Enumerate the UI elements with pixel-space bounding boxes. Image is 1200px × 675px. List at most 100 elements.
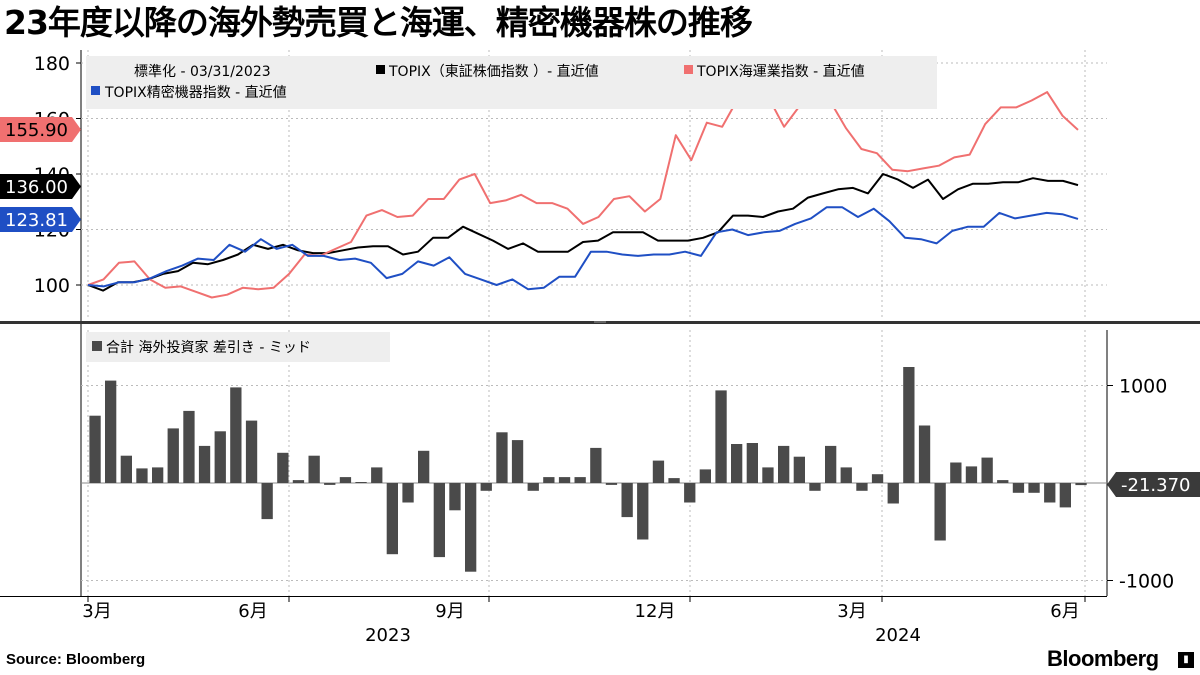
lower-y-axis: 1000 -1000	[1107, 376, 1174, 593]
bar	[402, 483, 414, 503]
bar	[230, 387, 242, 483]
bar	[183, 410, 195, 483]
bar	[292, 480, 305, 483]
brand-chart-icon: ▮	[1178, 652, 1194, 668]
bar	[418, 450, 430, 483]
bar	[918, 425, 931, 483]
bar	[527, 483, 539, 491]
y-tick-label: -1000	[1119, 571, 1174, 593]
series-line-2	[87, 206, 1079, 291]
legend-label-bars: 合計 海外投資家 差引き - ミッド	[106, 339, 311, 356]
y-tick-label: 180	[34, 53, 70, 75]
bar	[950, 462, 962, 483]
legend-swatch-bars	[92, 341, 102, 351]
bar	[120, 455, 132, 483]
chart-title: 23年度以降の海外勢売買と海運、精密機器株の推移	[4, 3, 753, 42]
legend-header: 標準化 - 03/31/2023	[134, 64, 271, 80]
bar	[465, 483, 477, 572]
legend-swatch-shipping	[684, 65, 693, 74]
bar	[308, 455, 320, 483]
bar	[480, 483, 492, 491]
bar	[1075, 483, 1087, 486]
bar	[746, 443, 758, 483]
bar	[496, 432, 508, 483]
last-value-topix-tag: 136.00	[0, 174, 81, 199]
bar	[574, 477, 586, 483]
bar	[543, 477, 555, 483]
lower-legend: 合計 海外投資家 差引き - ミッド	[86, 332, 390, 362]
series-line-1	[87, 91, 1079, 299]
bar	[934, 483, 946, 541]
bar	[1012, 483, 1025, 493]
bar	[997, 480, 1009, 483]
bar	[167, 428, 179, 483]
legend-label-topix: TOPIX（東証株価指数 ）- 直近値	[388, 63, 599, 80]
bar	[245, 420, 258, 483]
x-tick-label: 6月	[1050, 601, 1079, 622]
index-lines	[87, 91, 1079, 299]
foreign-investor-bars	[89, 367, 1087, 572]
last-value-bars: -21.370	[1121, 475, 1190, 496]
bar	[699, 469, 711, 483]
brand-logo: Bloomberg	[1047, 646, 1159, 671]
x-tick-label: 6月	[238, 601, 267, 622]
bar	[324, 483, 336, 485]
x-year-label: 2023	[365, 625, 411, 646]
bar	[277, 452, 289, 483]
bar	[449, 483, 461, 511]
bar	[652, 460, 665, 483]
last-value-shipping-tag: 155.90	[0, 117, 81, 142]
bar	[856, 483, 868, 491]
legend-swatch-topix	[376, 65, 385, 74]
bar	[840, 467, 852, 483]
bar	[981, 457, 993, 483]
bar	[1044, 483, 1056, 503]
bar	[825, 445, 837, 483]
last-value-precision-tag: 123.81	[0, 207, 81, 232]
x-tick-label: 3月	[82, 601, 111, 622]
bar	[903, 367, 915, 483]
bar	[152, 467, 164, 483]
bar	[214, 431, 226, 483]
legend-label-precision: TOPIX精密機器指数 - 直近値	[104, 84, 287, 101]
bar	[887, 483, 899, 504]
plot-frame	[0, 50, 1200, 597]
bar	[371, 467, 383, 483]
bar	[261, 483, 273, 520]
bar	[511, 440, 524, 483]
bar	[590, 447, 602, 483]
bar	[871, 474, 884, 483]
bar	[637, 483, 649, 540]
series-line-0	[87, 173, 1079, 292]
source-note: Source: Bloomberg	[6, 651, 146, 668]
bar	[684, 483, 696, 503]
bar	[965, 466, 978, 483]
last-value-bars-tag: -21.370	[1107, 472, 1200, 497]
bar	[89, 415, 101, 483]
y-tick-label: 1000	[1119, 376, 1167, 398]
bar	[668, 478, 680, 483]
bar	[198, 445, 211, 483]
last-value-precision: 123.81	[5, 210, 68, 231]
x-tick-label: 9月	[435, 601, 464, 622]
x-tick-label: 3月	[837, 601, 866, 622]
bar	[605, 483, 618, 485]
bar	[339, 477, 352, 483]
last-value-shipping: 155.90	[5, 120, 68, 141]
bar	[558, 477, 571, 483]
bar	[386, 483, 398, 555]
legend-swatch-precision	[91, 86, 100, 95]
y-tick-label: 100	[34, 275, 70, 297]
bar	[355, 482, 367, 483]
bar	[105, 380, 117, 483]
bar	[1059, 483, 1071, 508]
bar	[793, 456, 805, 483]
x-tick-label: 12月	[635, 601, 676, 622]
bar	[809, 483, 821, 491]
x-axis: 3月 6月 9月 12月 3月 6月 2023 2024	[82, 596, 1086, 646]
last-value-topix: 136.00	[5, 177, 68, 198]
bar	[731, 444, 743, 483]
bar	[1028, 483, 1040, 493]
bar	[621, 483, 633, 518]
